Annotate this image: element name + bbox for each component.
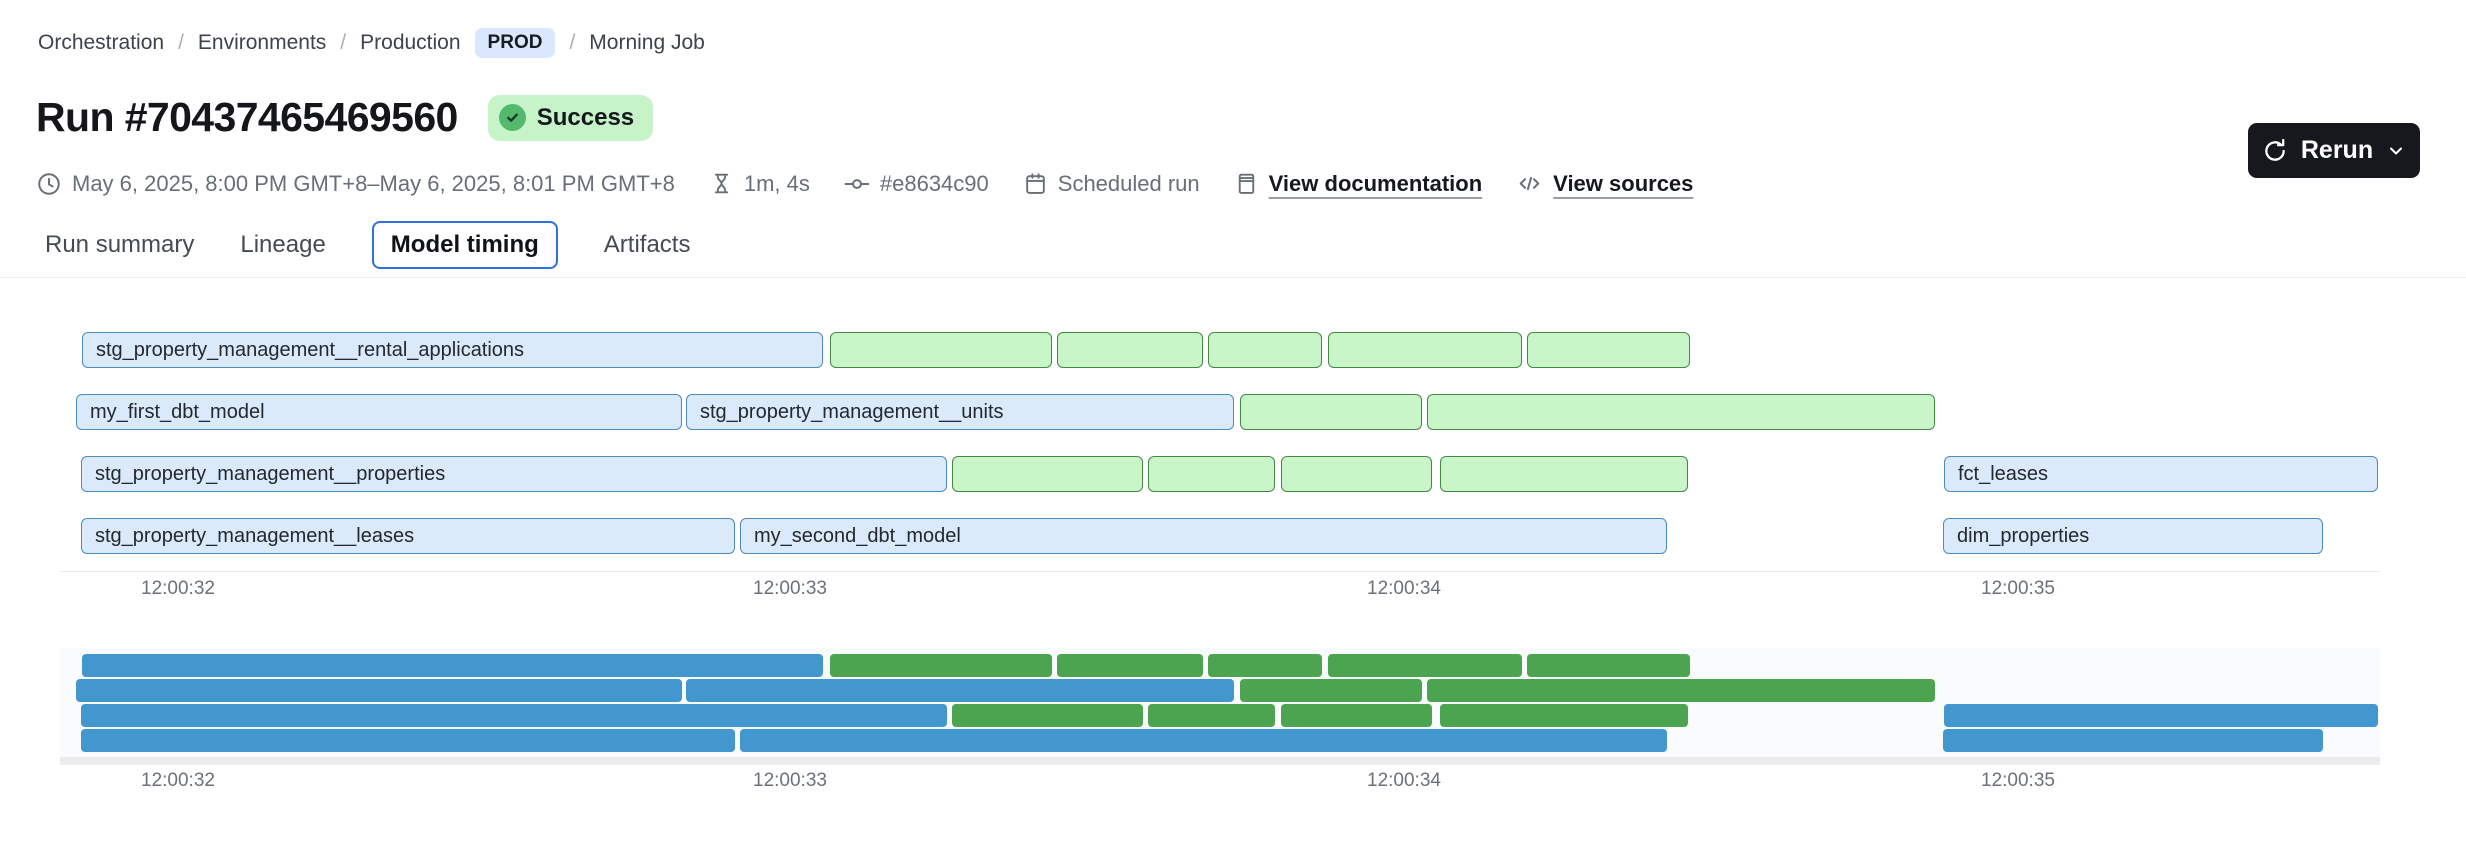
minimap-bar xyxy=(1057,654,1203,677)
tab-run-summary[interactable]: Run summary xyxy=(45,231,195,258)
minimap-bar xyxy=(82,654,823,677)
gantt-bar[interactable] xyxy=(1240,394,1422,430)
minimap-bar xyxy=(830,654,1052,677)
gantt-bar[interactable] xyxy=(830,332,1052,368)
breadcrumb-item-production[interactable]: Production xyxy=(360,31,461,54)
page-title: Run #70437465469560 xyxy=(36,94,458,140)
tab-artifacts[interactable]: Artifacts xyxy=(603,231,691,258)
run-time-range: May 6, 2025, 8:00 PM GMT+8–May 6, 2025, … xyxy=(36,171,675,197)
minimap-bar xyxy=(76,679,682,702)
gantt-bar[interactable] xyxy=(952,456,1143,492)
refresh-icon xyxy=(2262,138,2288,164)
minimap-tick-label: 12:00:33 xyxy=(753,770,827,791)
gantt-bar-stg-property-management-properties[interactable]: stg_property_management__properties xyxy=(81,456,947,492)
view-sources-link[interactable]: View sources xyxy=(1516,170,1693,197)
calendar-icon xyxy=(1025,173,1045,194)
axis-tick-label: 12:00:33 xyxy=(753,578,827,599)
environment-badge: PROD xyxy=(474,28,556,58)
breadcrumb-item-environments[interactable]: Environments xyxy=(197,31,327,54)
minimap-bar xyxy=(1240,679,1422,702)
gantt-bar[interactable] xyxy=(1328,332,1522,368)
minimap-bar xyxy=(1328,654,1522,677)
rerun-button-label: Rerun xyxy=(2300,136,2374,164)
tab-bar: Run summary Lineage Model timing Artifacts xyxy=(45,221,690,269)
minimap-bar xyxy=(1440,704,1688,727)
breadcrumb-separator: / xyxy=(569,31,576,54)
breadcrumb-item-orchestration[interactable]: Orchestration xyxy=(38,31,165,54)
gantt-bar-label: stg_property_management__units xyxy=(700,400,1004,423)
minimap-tick-label: 12:00:32 xyxy=(141,770,215,791)
chevron-down-icon xyxy=(2386,141,2406,161)
commit-icon xyxy=(844,178,870,189)
gantt-bar-dim-properties[interactable]: dim_properties xyxy=(1943,518,2323,554)
minimap-bar xyxy=(81,704,947,727)
clock-icon xyxy=(38,172,60,195)
breadcrumb-separator: / xyxy=(178,31,184,54)
gantt-bar-label: dim_properties xyxy=(1957,524,2090,547)
tab-lineage[interactable]: Lineage xyxy=(240,231,326,258)
minimap-bar xyxy=(1527,654,1690,677)
gantt-bar[interactable] xyxy=(1427,394,1935,430)
rerun-button[interactable]: Rerun xyxy=(2248,123,2420,178)
hourglass-icon xyxy=(714,173,729,194)
view-documentation-link[interactable]: View documentation xyxy=(1234,171,1482,197)
gantt-bar-stg-property-management-units[interactable]: stg_property_management__units xyxy=(686,394,1234,430)
tab-bar-divider xyxy=(0,277,2466,278)
minimap-bar xyxy=(1427,679,1935,702)
gantt-bar-label: stg_property_management__rental_applicat… xyxy=(96,338,525,361)
axis-tick-label: 12:00:34 xyxy=(1367,578,1441,599)
minimap-tick-label: 12:00:34 xyxy=(1367,770,1441,791)
gantt-bar-label: fct_leases xyxy=(1958,462,2049,485)
gantt-bar[interactable] xyxy=(1281,456,1432,492)
document-icon xyxy=(1238,173,1254,194)
minimap-bar xyxy=(686,679,1234,702)
run-duration: 1m, 4s xyxy=(709,171,810,197)
gantt-bar-label: stg_property_management__leases xyxy=(95,524,415,547)
gantt-bar[interactable] xyxy=(1527,332,1690,368)
minimap-bar xyxy=(1148,704,1275,727)
minimap-tick-label: 12:00:35 xyxy=(1981,770,2055,791)
title-row: Run #70437465469560 Success xyxy=(36,94,654,141)
status-badge-label: Success xyxy=(536,103,635,131)
gantt-bar-my-first-dbt-model[interactable]: my_first_dbt_model xyxy=(76,394,682,430)
run-type: Scheduled run xyxy=(1023,171,1200,197)
gantt-bar-my-second-dbt-model[interactable]: my_second_dbt_model xyxy=(740,518,1667,554)
gantt-bar[interactable] xyxy=(1148,456,1275,492)
commit-hash: #e8634c90 xyxy=(844,171,989,197)
gantt-bar-label: my_second_dbt_model xyxy=(754,524,961,547)
minimap-bar xyxy=(1943,729,2323,752)
gantt-axis-line xyxy=(60,571,2380,572)
run-meta-row: May 6, 2025, 8:00 PM GMT+8–May 6, 2025, … xyxy=(36,170,1693,197)
code-icon xyxy=(1519,176,1540,191)
minimap-bar xyxy=(81,729,735,752)
gantt-bar-stg-property-management-leases[interactable]: stg_property_management__leases xyxy=(81,518,735,554)
axis-tick-label: 12:00:32 xyxy=(141,578,215,599)
gantt-bar[interactable] xyxy=(1440,456,1688,492)
gantt-bar-fct-leases[interactable]: fct_leases xyxy=(1944,456,2378,492)
breadcrumb-item-morning-job[interactable]: Morning Job xyxy=(589,31,705,54)
breadcrumb: Orchestration / Environments / Production PRO… xyxy=(38,28,705,58)
gantt-bar[interactable] xyxy=(1057,332,1203,368)
gantt-bar-label: stg_property_management__properties xyxy=(95,462,446,485)
breadcrumb-separator: / xyxy=(340,31,347,54)
gantt-bar[interactable] xyxy=(1208,332,1322,368)
minimap-bar xyxy=(1208,654,1322,677)
gantt-bar-label: my_first_dbt_model xyxy=(90,400,265,423)
success-check-icon xyxy=(498,104,526,131)
axis-tick-label: 12:00:35 xyxy=(1981,578,2055,599)
minimap-bar xyxy=(1944,704,2378,727)
gantt-bar-stg-property-management-rental-applications[interactable]: stg_property_management__rental_applicat… xyxy=(82,332,823,368)
minimap-track[interactable] xyxy=(60,757,2380,765)
minimap-bar xyxy=(952,704,1143,727)
status-badge: Success xyxy=(487,94,654,141)
minimap-bar xyxy=(740,729,1667,752)
minimap-bar xyxy=(1281,704,1432,727)
tab-model-timing[interactable]: Model timing xyxy=(371,221,558,269)
